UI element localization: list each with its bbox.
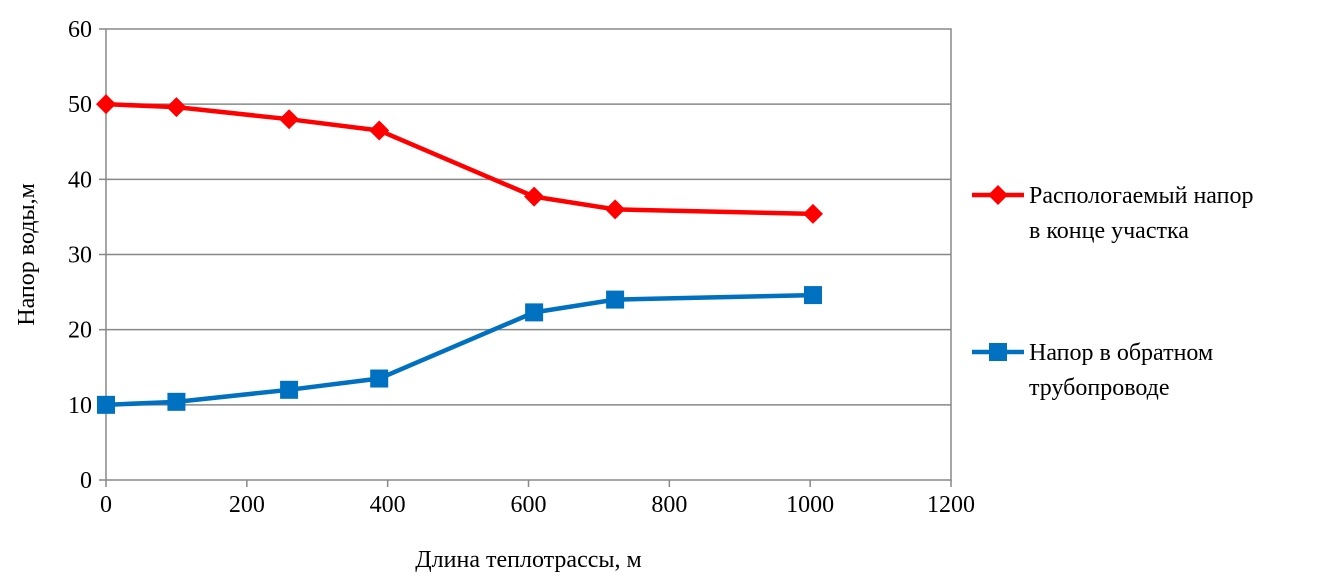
- data-point: [802, 203, 823, 224]
- x-tick-label: 400: [370, 492, 406, 518]
- y-axis-title: Напор воды,м: [14, 183, 40, 326]
- x-axis-title: Длина теплотрассы, м: [415, 547, 641, 573]
- y-tick-label: 20: [68, 318, 92, 344]
- y-tick-label: 0: [80, 468, 92, 494]
- series-group: [96, 94, 823, 414]
- y-tick-label: 10: [68, 393, 92, 419]
- legend-label: трубопроводе: [1029, 375, 1170, 401]
- legend-item-2: Напор в обратном трубопроводе: [972, 340, 1213, 401]
- series-line: [105, 292, 814, 408]
- y-tick-label: 30: [68, 243, 92, 269]
- legend-marker: [988, 185, 1008, 205]
- series-line: [105, 101, 814, 217]
- x-tick-label: 0: [100, 492, 112, 518]
- data-point: [370, 369, 389, 388]
- legend-label: в конце участка: [1029, 218, 1189, 244]
- x-tick-label: 1000: [786, 492, 834, 518]
- data-point: [280, 380, 299, 399]
- data-point: [279, 109, 300, 130]
- y-tick-label: 50: [68, 92, 92, 118]
- data-point: [606, 290, 625, 309]
- series-2: [97, 286, 822, 414]
- data-point: [525, 303, 544, 322]
- series-1: [96, 94, 823, 224]
- grid-lines: [106, 103, 951, 406]
- data-point: [166, 97, 187, 118]
- data-point: [97, 395, 115, 414]
- x-tick-label: 800: [651, 492, 687, 518]
- data-point: [605, 199, 626, 220]
- legend-item-1: Распологаемый напор в конце участка: [972, 183, 1253, 244]
- x-tick-label: 600: [511, 492, 547, 518]
- data-point: [803, 286, 822, 305]
- x-tick-label: 200: [229, 492, 265, 518]
- legend-label: Напор в обратном: [1029, 340, 1213, 366]
- legend-label: Распологаемый напор: [1029, 183, 1253, 209]
- y-tick-label: 60: [68, 17, 92, 43]
- data-point: [167, 392, 186, 411]
- data-point: [524, 186, 545, 207]
- data-point: [369, 120, 390, 141]
- data-point: [96, 94, 116, 115]
- legend-marker: [989, 343, 1007, 361]
- x-tick-label: 1200: [927, 492, 975, 518]
- legend: Распологаемый напор в конце участка Напор …: [972, 183, 1253, 401]
- y-tick-label: 40: [68, 167, 92, 193]
